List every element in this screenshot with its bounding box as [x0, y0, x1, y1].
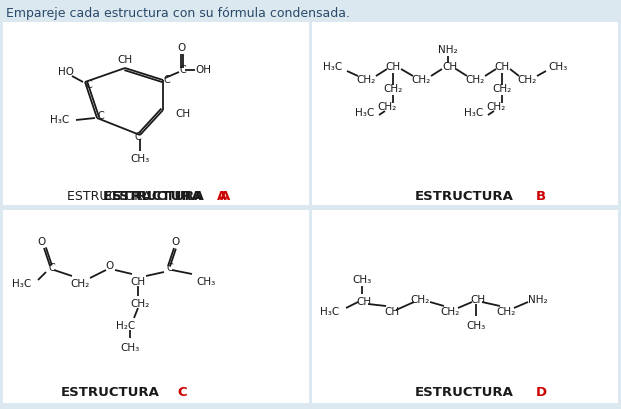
FancyBboxPatch shape [3, 22, 309, 205]
Text: CH₃: CH₃ [352, 275, 371, 285]
Text: CH: CH [175, 109, 190, 119]
Text: ESTRUCTURA: ESTRUCTURA [112, 191, 204, 204]
Text: H₃C: H₃C [465, 108, 484, 118]
Text: C: C [163, 75, 170, 85]
Text: ESTRUCTURA: ESTRUCTURA [415, 191, 514, 204]
Text: CH: CH [356, 297, 371, 307]
Text: CH₂: CH₂ [356, 75, 376, 85]
Text: H₃C: H₃C [50, 115, 70, 125]
Text: CH₃: CH₃ [548, 62, 568, 72]
Text: CH₂: CH₂ [378, 102, 397, 112]
Text: H₃C: H₃C [12, 279, 32, 289]
Text: ESTRUCTURA: ESTRUCTURA [67, 191, 155, 204]
Text: CH₂: CH₂ [130, 299, 150, 309]
FancyBboxPatch shape [312, 210, 618, 403]
Text: B: B [536, 191, 546, 204]
Text: ESTRUCTURA: ESTRUCTURA [61, 386, 160, 398]
FancyBboxPatch shape [3, 210, 309, 403]
Text: CH₂: CH₂ [492, 84, 512, 94]
FancyBboxPatch shape [312, 22, 618, 205]
Text: H₃C: H₃C [320, 307, 340, 317]
Text: CH: CH [117, 55, 132, 65]
Text: C: C [166, 263, 173, 273]
Text: CH₂: CH₂ [383, 84, 402, 94]
Text: CH₂: CH₂ [440, 307, 460, 317]
Text: O: O [172, 237, 180, 247]
Text: ESTRUCTURA: ESTRUCTURA [415, 386, 514, 398]
Text: O: O [177, 43, 185, 53]
Text: CH: CH [442, 62, 458, 72]
Text: CH₃: CH₃ [466, 321, 486, 331]
Text: H₂C: H₂C [116, 321, 135, 331]
Text: C: C [97, 111, 104, 121]
Text: CH₂: CH₂ [70, 279, 89, 289]
Text: HO: HO [58, 67, 74, 77]
Text: CH: CH [386, 62, 401, 72]
Text: NH₂: NH₂ [438, 45, 458, 55]
Text: C: C [135, 132, 142, 142]
Text: H₃C: H₃C [355, 108, 374, 118]
Text: NH₂: NH₂ [528, 295, 548, 305]
Text: A: A [217, 191, 227, 204]
Text: CH₃: CH₃ [130, 154, 150, 164]
Text: C: C [48, 263, 55, 273]
Text: CH: CH [384, 307, 399, 317]
Text: CH₂: CH₂ [486, 102, 505, 112]
Text: C: C [86, 80, 93, 90]
Text: Empareje cada estructura con su fórmula condensada.: Empareje cada estructura con su fórmula … [6, 7, 350, 20]
Text: C: C [177, 386, 187, 398]
Text: CH₃: CH₃ [120, 343, 140, 353]
Text: CH₂: CH₂ [517, 75, 537, 85]
Text: D: D [536, 386, 547, 398]
Text: CH: CH [494, 62, 510, 72]
Text: H₃C: H₃C [324, 62, 343, 72]
Text: CH₂: CH₂ [496, 307, 515, 317]
Text: CH₂: CH₂ [411, 75, 430, 85]
Text: CH₃: CH₃ [196, 277, 215, 287]
Text: CH₂: CH₂ [465, 75, 484, 85]
Text: O: O [106, 261, 114, 271]
Text: CH: CH [130, 277, 145, 287]
Text: C: C [179, 65, 186, 75]
Text: O: O [38, 237, 46, 247]
Text: OH: OH [195, 65, 211, 75]
Text: ESTRUCTURA: ESTRUCTURA [103, 191, 207, 204]
Text: CH₂: CH₂ [410, 295, 430, 305]
Text: A: A [220, 191, 230, 204]
Text: CH: CH [471, 295, 486, 305]
